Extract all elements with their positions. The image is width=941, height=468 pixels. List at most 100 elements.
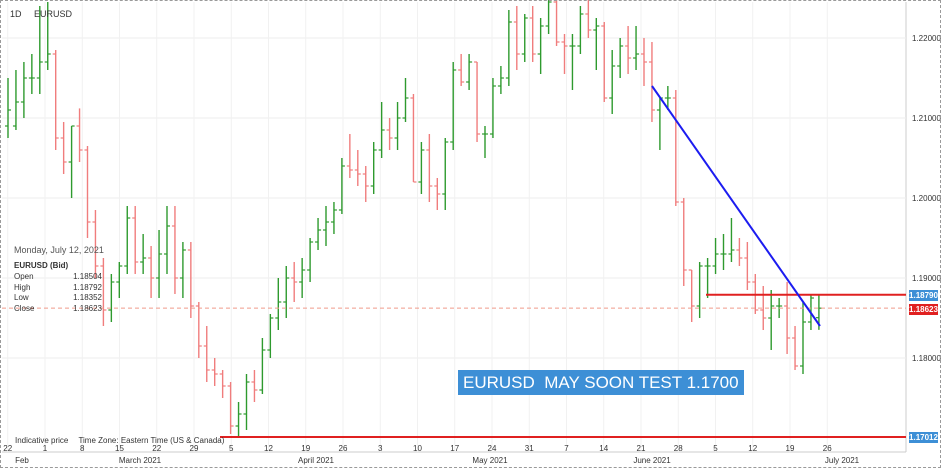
ohlc-bar[interactable] — [68, 125, 75, 198]
ohlc-bar[interactable] — [156, 230, 163, 298]
ohlc-bar[interactable] — [545, 0, 552, 34]
ohlc-bar[interactable] — [784, 282, 791, 354]
ohlc-bar[interactable] — [235, 402, 242, 438]
ohlc-bar[interactable] — [346, 134, 353, 178]
ohlc-bar[interactable] — [187, 242, 194, 318]
ohlc-bar[interactable] — [760, 286, 767, 330]
ohlc-bar[interactable] — [625, 26, 632, 74]
ohlc-bar[interactable] — [712, 238, 719, 274]
ohlc-bar[interactable] — [362, 166, 369, 202]
symbol-label[interactable]: EURUSD — [34, 9, 73, 19]
ohlc-bar[interactable] — [800, 302, 806, 374]
ohlc-bar[interactable] — [633, 26, 640, 70]
ohlc-bar[interactable] — [593, 18, 600, 70]
ohlc-bar[interactable] — [418, 142, 425, 194]
ohlc-bar[interactable] — [132, 206, 139, 274]
ohlc-bar[interactable] — [203, 326, 210, 382]
ohlc-bar[interactable] — [736, 238, 743, 266]
ohlc-bar[interactable] — [259, 338, 266, 394]
ohlc-bar[interactable] — [505, 10, 512, 86]
ohlc-bar[interactable] — [275, 278, 282, 330]
ohlc-bar[interactable] — [474, 61, 481, 142]
ohlc-bar[interactable] — [140, 234, 147, 274]
ohlc-bar[interactable] — [243, 374, 250, 430]
ohlc-bar[interactable] — [164, 206, 170, 274]
ohlc-bar[interactable] — [680, 198, 687, 286]
ohlc-bar[interactable] — [656, 97, 663, 150]
ohlc-bar[interactable] — [768, 290, 775, 350]
ohlc-bar[interactable] — [267, 314, 274, 358]
ohlc-bar[interactable] — [211, 358, 218, 386]
ohlc-bar[interactable] — [553, 0, 560, 46]
ohlc-bar[interactable] — [792, 326, 799, 370]
ohlc-bar[interactable] — [299, 258, 306, 298]
ohlc-bar[interactable] — [720, 234, 727, 270]
ohlc-bar[interactable] — [386, 118, 393, 150]
ohlc-bar[interactable] — [124, 206, 131, 274]
ohlc-bar[interactable] — [497, 66, 504, 94]
ohlc-bar[interactable] — [728, 218, 735, 262]
ohlc-bar[interactable] — [450, 62, 457, 150]
ohlc-bar[interactable] — [744, 242, 751, 290]
ohlc-bar[interactable] — [696, 262, 703, 318]
ohlc-bar[interactable] — [84, 146, 91, 238]
ohlc-bar[interactable] — [648, 42, 655, 122]
ohlc-bar[interactable] — [179, 242, 186, 298]
ohlc-bar[interactable] — [195, 302, 202, 358]
ohlc-bar[interactable] — [283, 266, 290, 318]
ohlc-bar[interactable] — [569, 34, 576, 90]
ohlc-bar[interactable] — [561, 34, 568, 74]
ohlc-bar[interactable] — [585, 0, 592, 38]
ohlc-bar[interactable] — [354, 150, 361, 186]
ohlc-bar[interactable] — [108, 274, 115, 322]
ohlc-bar[interactable] — [36, 6, 43, 94]
ohlc-bar[interactable] — [5, 78, 11, 138]
ohlc-bar[interactable] — [251, 370, 258, 402]
ohlc-bar[interactable] — [330, 202, 337, 234]
ohlc-bar[interactable] — [92, 210, 99, 278]
ohlc-bar[interactable] — [100, 258, 107, 326]
ohlc-bar[interactable] — [617, 38, 624, 78]
ohlc-bar[interactable] — [609, 50, 616, 114]
ohlc-bar[interactable] — [426, 134, 433, 202]
ohlc-bar[interactable] — [513, 6, 520, 70]
ohlc-bar[interactable] — [402, 78, 409, 122]
ohlc-bar[interactable] — [338, 158, 345, 214]
ohlc-bar[interactable] — [44, 2, 51, 70]
ohlc-bar[interactable] — [20, 62, 27, 118]
timeframe-label[interactable]: 1D — [10, 9, 22, 19]
ohlc-bar[interactable] — [577, 6, 584, 54]
ohlc-bar[interactable] — [307, 238, 314, 282]
ohlc-bar[interactable] — [601, 22, 608, 102]
ohlc-bar[interactable] — [323, 206, 329, 246]
ohlc-bar[interactable] — [52, 50, 59, 150]
ohlc-bar[interactable] — [434, 178, 441, 210]
ohlc-bar[interactable] — [641, 38, 647, 86]
ohlc-bar[interactable] — [116, 262, 123, 298]
ohlc-bar[interactable] — [315, 218, 322, 250]
ohlc-bar[interactable] — [466, 54, 473, 90]
ohlc-bar[interactable] — [442, 138, 449, 210]
ohlc-bar[interactable] — [537, 18, 544, 74]
ohlc-bar[interactable] — [227, 382, 234, 434]
ohlc-bar[interactable] — [672, 90, 679, 206]
ohlc-bar[interactable] — [378, 102, 385, 158]
ohlc-bar[interactable] — [688, 269, 695, 322]
ohlc-bar[interactable] — [482, 126, 488, 158]
ohlc-bar[interactable] — [171, 206, 178, 294]
ohlc-bar[interactable] — [394, 102, 401, 150]
ohlc-bar[interactable] — [458, 54, 465, 86]
ohlc-bar[interactable] — [521, 14, 528, 62]
ohlc-bar[interactable] — [28, 54, 35, 94]
ohlc-bar[interactable] — [489, 78, 496, 138]
ohlc-bar[interactable] — [704, 258, 711, 298]
ohlc-bar[interactable] — [148, 246, 155, 298]
ohlc-bar[interactable] — [60, 122, 67, 174]
ohlc-bar[interactable] — [410, 94, 417, 183]
ohlc-bar[interactable] — [291, 262, 298, 302]
ohlc-bar[interactable] — [370, 142, 377, 194]
ohlc-bar[interactable] — [12, 70, 19, 130]
ohlc-bar[interactable] — [219, 370, 226, 398]
ohlc-bar[interactable] — [664, 86, 671, 110]
